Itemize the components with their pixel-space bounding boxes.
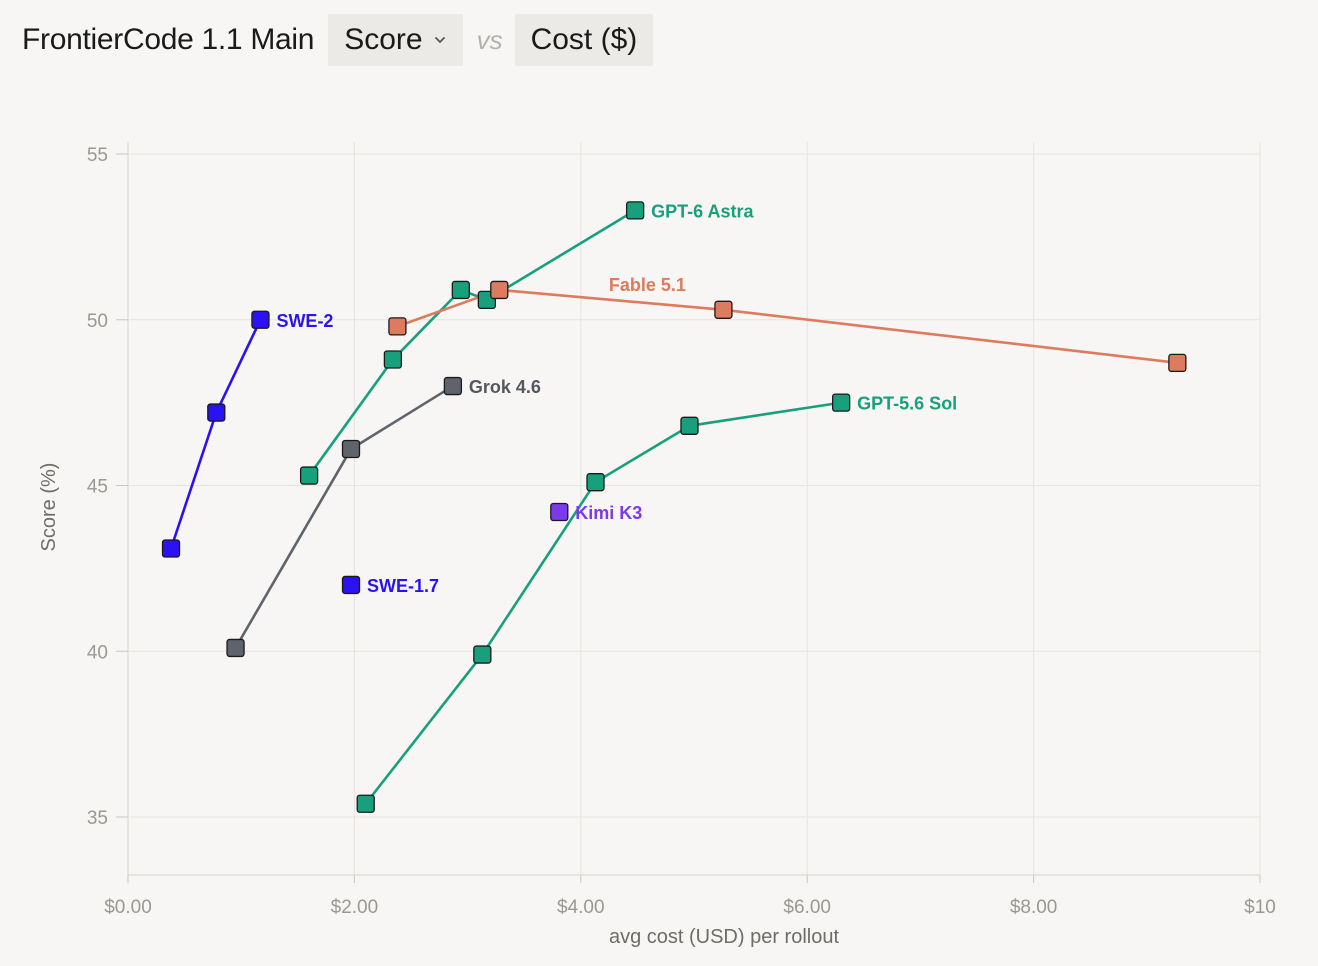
data-point-grok-4-6 [226, 638, 245, 658]
data-point-fable-5-1 [714, 300, 733, 319]
data-point-fable-5-1 [1168, 353, 1187, 372]
series-line-fable-5-1 [396, 288, 1178, 365]
page-title: FrontierCode 1.1 Main [22, 23, 315, 56]
data-point-fable-5-1 [490, 280, 509, 300]
data-point-grok-4-6 [443, 376, 463, 396]
data-point-gpt-5-6-sol [473, 645, 492, 664]
x-axis-title: avg cost (USD) per rollout [609, 926, 840, 948]
data-point-swe-2 [207, 403, 226, 422]
vs-label: vs [476, 24, 503, 55]
y-tick-label: 45 [87, 477, 108, 498]
data-point-gpt-6-astra [299, 466, 319, 485]
cost-axis-label: Cost ($) [530, 23, 638, 56]
y-tick-label: 50 [87, 311, 108, 332]
y-axis-title: Score (%) [38, 463, 60, 552]
series-label-kimi-k3: Kimi K3 [575, 503, 642, 523]
x-tick-label: $6.00 [783, 897, 831, 918]
data-point-grok-4-6 [341, 439, 361, 459]
series-label-swe-2: SWE-2 [276, 311, 333, 331]
data-point-gpt-6-astra [451, 280, 470, 300]
x-tick-label: $10 [1244, 897, 1276, 918]
data-point-gpt-5-6-sol [680, 416, 699, 435]
data-point-gpt-5-6-sol [586, 473, 605, 492]
chevron-down-icon [434, 37, 445, 43]
series-label-fable-5-1: Fable 5.1 [609, 275, 686, 295]
chart-header: FrontierCode 1.1 Main Score vs Cost ($) [22, 14, 654, 66]
x-tick-label: $0.00 [104, 897, 152, 918]
y-tick-label: 35 [87, 808, 108, 829]
y-tick-label: 40 [87, 642, 108, 663]
data-point-swe-2 [161, 539, 181, 558]
data-point-swe-2 [251, 310, 270, 329]
series-label-swe-1-7: SWE-1.7 [367, 576, 439, 596]
data-point-swe-1-7 [341, 575, 361, 595]
data-point-kimi-k3 [550, 502, 569, 522]
x-tick-label: $8.00 [1010, 897, 1058, 918]
data-point-gpt-5-6-sol [356, 794, 375, 813]
data-point-fable-5-1 [388, 317, 407, 336]
data-point-gpt-6-astra [383, 350, 403, 369]
series-line-gpt-5-6-sol [364, 401, 842, 805]
data-point-gpt-5-6-sol [832, 393, 851, 412]
cost-axis-button[interactable]: Cost ($) [514, 14, 654, 66]
x-tick-label: $2.00 [331, 897, 379, 918]
data-point-gpt-6-astra [625, 201, 645, 220]
series-label-gpt-5-6-sol: GPT-5.6 Sol [857, 394, 957, 414]
series-line-swe-2 [169, 319, 262, 549]
series-line-gpt-6-astra [308, 209, 636, 477]
series-label-grok-4-6: Grok 4.6 [469, 377, 541, 397]
y-tick-label: 55 [87, 145, 108, 166]
metric-dropdown-label: Score [344, 23, 423, 56]
series-label-gpt-6-astra: GPT-6 Astra [651, 201, 754, 221]
x-tick-label: $4.00 [557, 897, 605, 918]
metric-dropdown[interactable]: Score [328, 14, 463, 66]
